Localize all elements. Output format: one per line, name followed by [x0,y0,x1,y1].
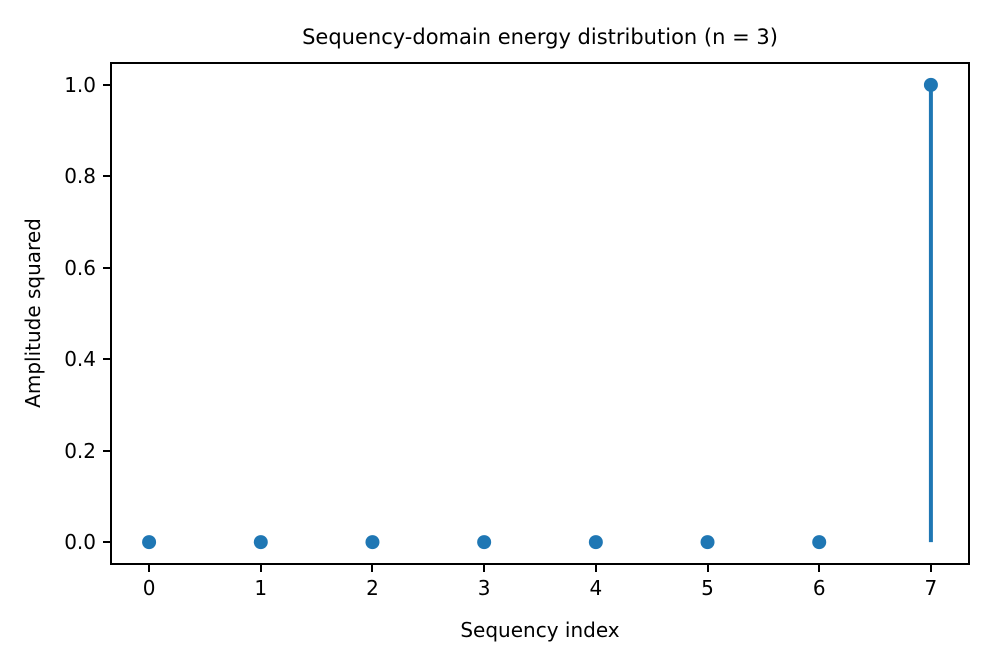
stem-marker [923,77,938,92]
y-tick-label: 0.4 [64,347,96,372]
y-tick-mark [103,175,110,178]
x-axis-label: Sequency index [460,618,620,642]
x-tick-mark [929,565,932,572]
x-tick-mark [818,565,821,572]
stem-marker [700,535,715,550]
plot-svg-container [110,62,970,565]
stem-marker [365,535,380,550]
x-tick-label: 5 [701,576,714,600]
y-tick-label: 1.0 [64,72,96,97]
y-tick-mark [103,449,110,452]
x-tick-mark [594,565,597,572]
x-tick-mark [371,565,374,572]
x-tick-label: 7 [924,576,938,600]
x-tick-mark [148,565,151,572]
chart-title: Sequency-domain energy distribution (n =… [302,25,778,49]
plot-area [110,62,970,565]
y-axis-label: Amplitude squared [21,218,45,408]
y-tick-mark [103,266,110,269]
stem-marker [812,535,827,550]
x-tick-label: 1 [254,576,268,600]
y-tick-mark [103,541,110,544]
y-tick-label: 0.8 [64,164,96,189]
stem-marker [588,535,603,550]
x-tick-label: 4 [589,576,603,600]
x-tick-mark [483,565,486,572]
y-tick-label: 0.2 [64,438,96,463]
axes-frame [110,62,970,565]
y-tick-mark [103,83,110,86]
x-tick-mark [706,565,709,572]
stem-plot-svg [110,62,970,565]
stem-marker [142,535,157,550]
stem-marker [253,535,268,550]
y-tick-label: 0.0 [64,530,96,555]
x-tick-label: 3 [477,576,491,600]
y-tick-mark [103,358,110,361]
x-tick-label: 0 [142,576,156,600]
x-tick-label: 6 [812,576,826,600]
y-tick-label: 0.6 [64,255,96,280]
stem-marker [477,535,492,550]
x-tick-label: 2 [366,576,379,600]
x-tick-mark [259,565,262,572]
